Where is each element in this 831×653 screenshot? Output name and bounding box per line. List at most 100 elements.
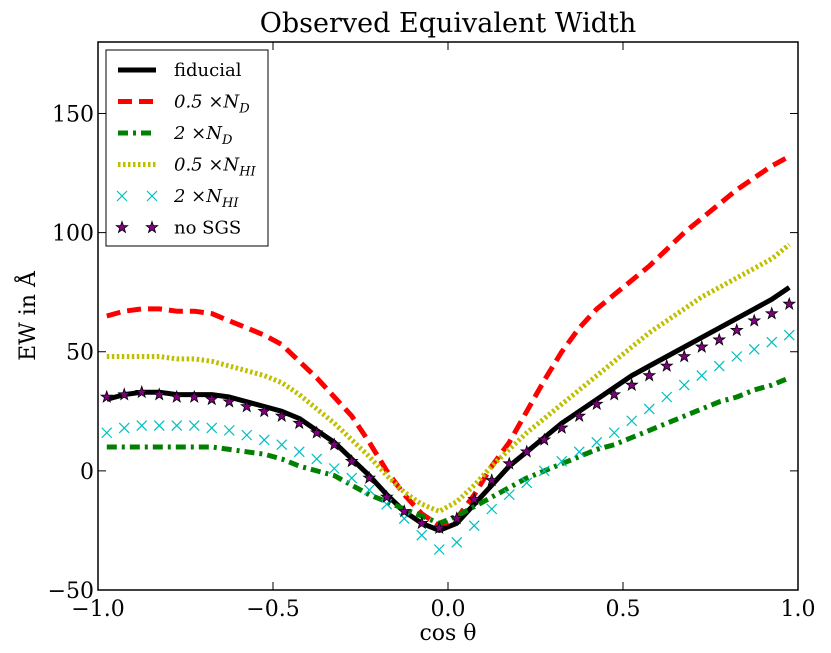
data-point-2-n-hi (678, 379, 690, 391)
series-line-0-5-n-d (106, 154, 791, 529)
x-tick-label: 0.5 (606, 597, 641, 622)
data-point-no-sgs (713, 333, 726, 346)
series-2-n-d (106, 375, 791, 526)
data-point-2-n-hi (188, 420, 200, 432)
y-tick-label: 50 (66, 341, 94, 366)
data-point-2-n-hi (101, 427, 113, 439)
legend-box (105, 49, 269, 247)
legend-entry-0-5-n-hi: 0.5 ×NHI (118, 155, 257, 180)
data-point-no-sgs (678, 350, 691, 362)
legend-label-subscript: HI (221, 196, 239, 211)
y-tick-label: 0 (80, 460, 94, 485)
data-point-no-sgs (643, 369, 656, 381)
series-2-n-hi (101, 329, 795, 555)
data-point-2-n-hi (538, 465, 550, 477)
data-point-2-n-hi (696, 370, 708, 381)
legend-label: 2 ×ND (173, 123, 233, 148)
data-point-2-n-hi (661, 391, 673, 403)
legend-entry-2-n-hi: 2 ×NHI (116, 186, 239, 211)
data-point-2-n-hi (311, 453, 323, 465)
tick-layer: −1.0 −0.5 0.0 0.5 1.0 −50 0 50 100 150 (48, 42, 816, 622)
legend-label: no SGS (174, 218, 241, 239)
y-tick-label: 150 (52, 102, 94, 127)
legend-label-subscript: HI (238, 165, 256, 180)
data-point-2-n-hi (416, 529, 428, 541)
legend-swatch-marker (116, 190, 128, 202)
series-line-0-5-n-hi (106, 242, 791, 514)
data-point-2-n-hi (748, 343, 760, 355)
data-point-2-n-hi (346, 472, 358, 484)
y-tick-label: 100 (52, 222, 94, 247)
y-tick-label: −50 (48, 579, 94, 604)
legend-label-main: fiducial (174, 60, 242, 81)
data-point-no-sgs (695, 340, 708, 353)
data-point-2-n-hi (556, 455, 568, 467)
data-point-2-n-hi (258, 434, 270, 446)
series-line-2-n-d (106, 375, 791, 526)
data-point-no-sgs (135, 385, 148, 398)
legend-label: fiducial (174, 60, 242, 81)
data-point-2-n-hi (573, 446, 585, 458)
data-point-no-sgs (730, 323, 743, 336)
data-point-2-n-hi (783, 329, 795, 341)
data-point-2-n-hi (626, 415, 638, 427)
data-point-2-n-hi (206, 422, 218, 434)
legend-label-subscript: D (221, 133, 233, 148)
legend-entry-fiducial: fiducial (118, 60, 242, 81)
data-point-2-n-hi (713, 360, 725, 372)
legend-entry-2-n-d: 2 ×ND (118, 123, 233, 148)
legend-label-subscript: D (238, 102, 250, 117)
legend-label-main: 0.5 ×N (174, 155, 240, 176)
x-tick-label: −1.0 (71, 597, 124, 622)
data-point-2-n-hi (486, 503, 498, 515)
data-point-no-sgs (660, 359, 673, 372)
data-point-2-n-hi (451, 536, 463, 548)
data-point-2-n-hi (433, 544, 445, 555)
data-point-2-n-hi (363, 484, 375, 496)
data-point-2-n-hi (153, 420, 165, 432)
legend-label: 2 ×NHI (173, 186, 239, 211)
data-point-no-sgs (765, 307, 778, 320)
legend-swatch-marker (146, 190, 158, 202)
series-line-fiducial (106, 285, 791, 533)
data-point-2-n-hi (223, 424, 235, 436)
chart-title: Observed Equivalent Width (260, 8, 637, 39)
series-fiducial (106, 285, 791, 533)
x-tick-label: 1.0 (781, 597, 816, 622)
legend-label-main: 2 ×N (173, 123, 223, 144)
legend-entry-no-sgs: no SGS (115, 218, 241, 239)
data-point-2-n-hi (328, 463, 340, 474)
data-point-no-sgs (748, 314, 761, 327)
data-point-2-n-hi (171, 420, 183, 432)
legend-label: 0.5 ×NHI (174, 155, 257, 180)
y-axis-label: EW in Å (13, 270, 41, 361)
data-point-2-n-hi (643, 403, 655, 415)
legend-label-main: 0.5 ×N (174, 92, 240, 113)
legend-entry-0-5-n-d: 0.5 ×ND (118, 92, 250, 117)
data-point-2-n-hi (293, 446, 305, 458)
x-tick-label: 0.0 (431, 597, 466, 622)
data-point-2-n-hi (276, 439, 288, 451)
legend-label: 0.5 ×ND (174, 92, 250, 117)
data-point-2-n-hi (731, 351, 743, 362)
data-point-no-sgs (783, 297, 796, 310)
x-tick-label: −0.5 (246, 597, 299, 622)
data-point-2-n-hi (521, 477, 533, 489)
data-point-2-n-hi (136, 420, 148, 432)
series-0-5-n-d (106, 154, 791, 529)
data-point-2-n-hi (766, 336, 778, 348)
legend-label-main: no SGS (174, 218, 241, 239)
legend-label-main: 2 ×N (173, 186, 223, 207)
x-axis-label: cos θ (419, 621, 476, 646)
data-point-2-n-hi (591, 436, 603, 448)
series-layer (100, 154, 796, 555)
data-point-2-n-hi (118, 422, 130, 434)
series-0-5-n-hi (106, 242, 791, 514)
data-point-2-n-hi (503, 489, 515, 501)
data-point-2-n-hi (608, 427, 620, 439)
data-point-2-n-hi (468, 520, 480, 532)
data-point-2-n-hi (241, 429, 253, 441)
